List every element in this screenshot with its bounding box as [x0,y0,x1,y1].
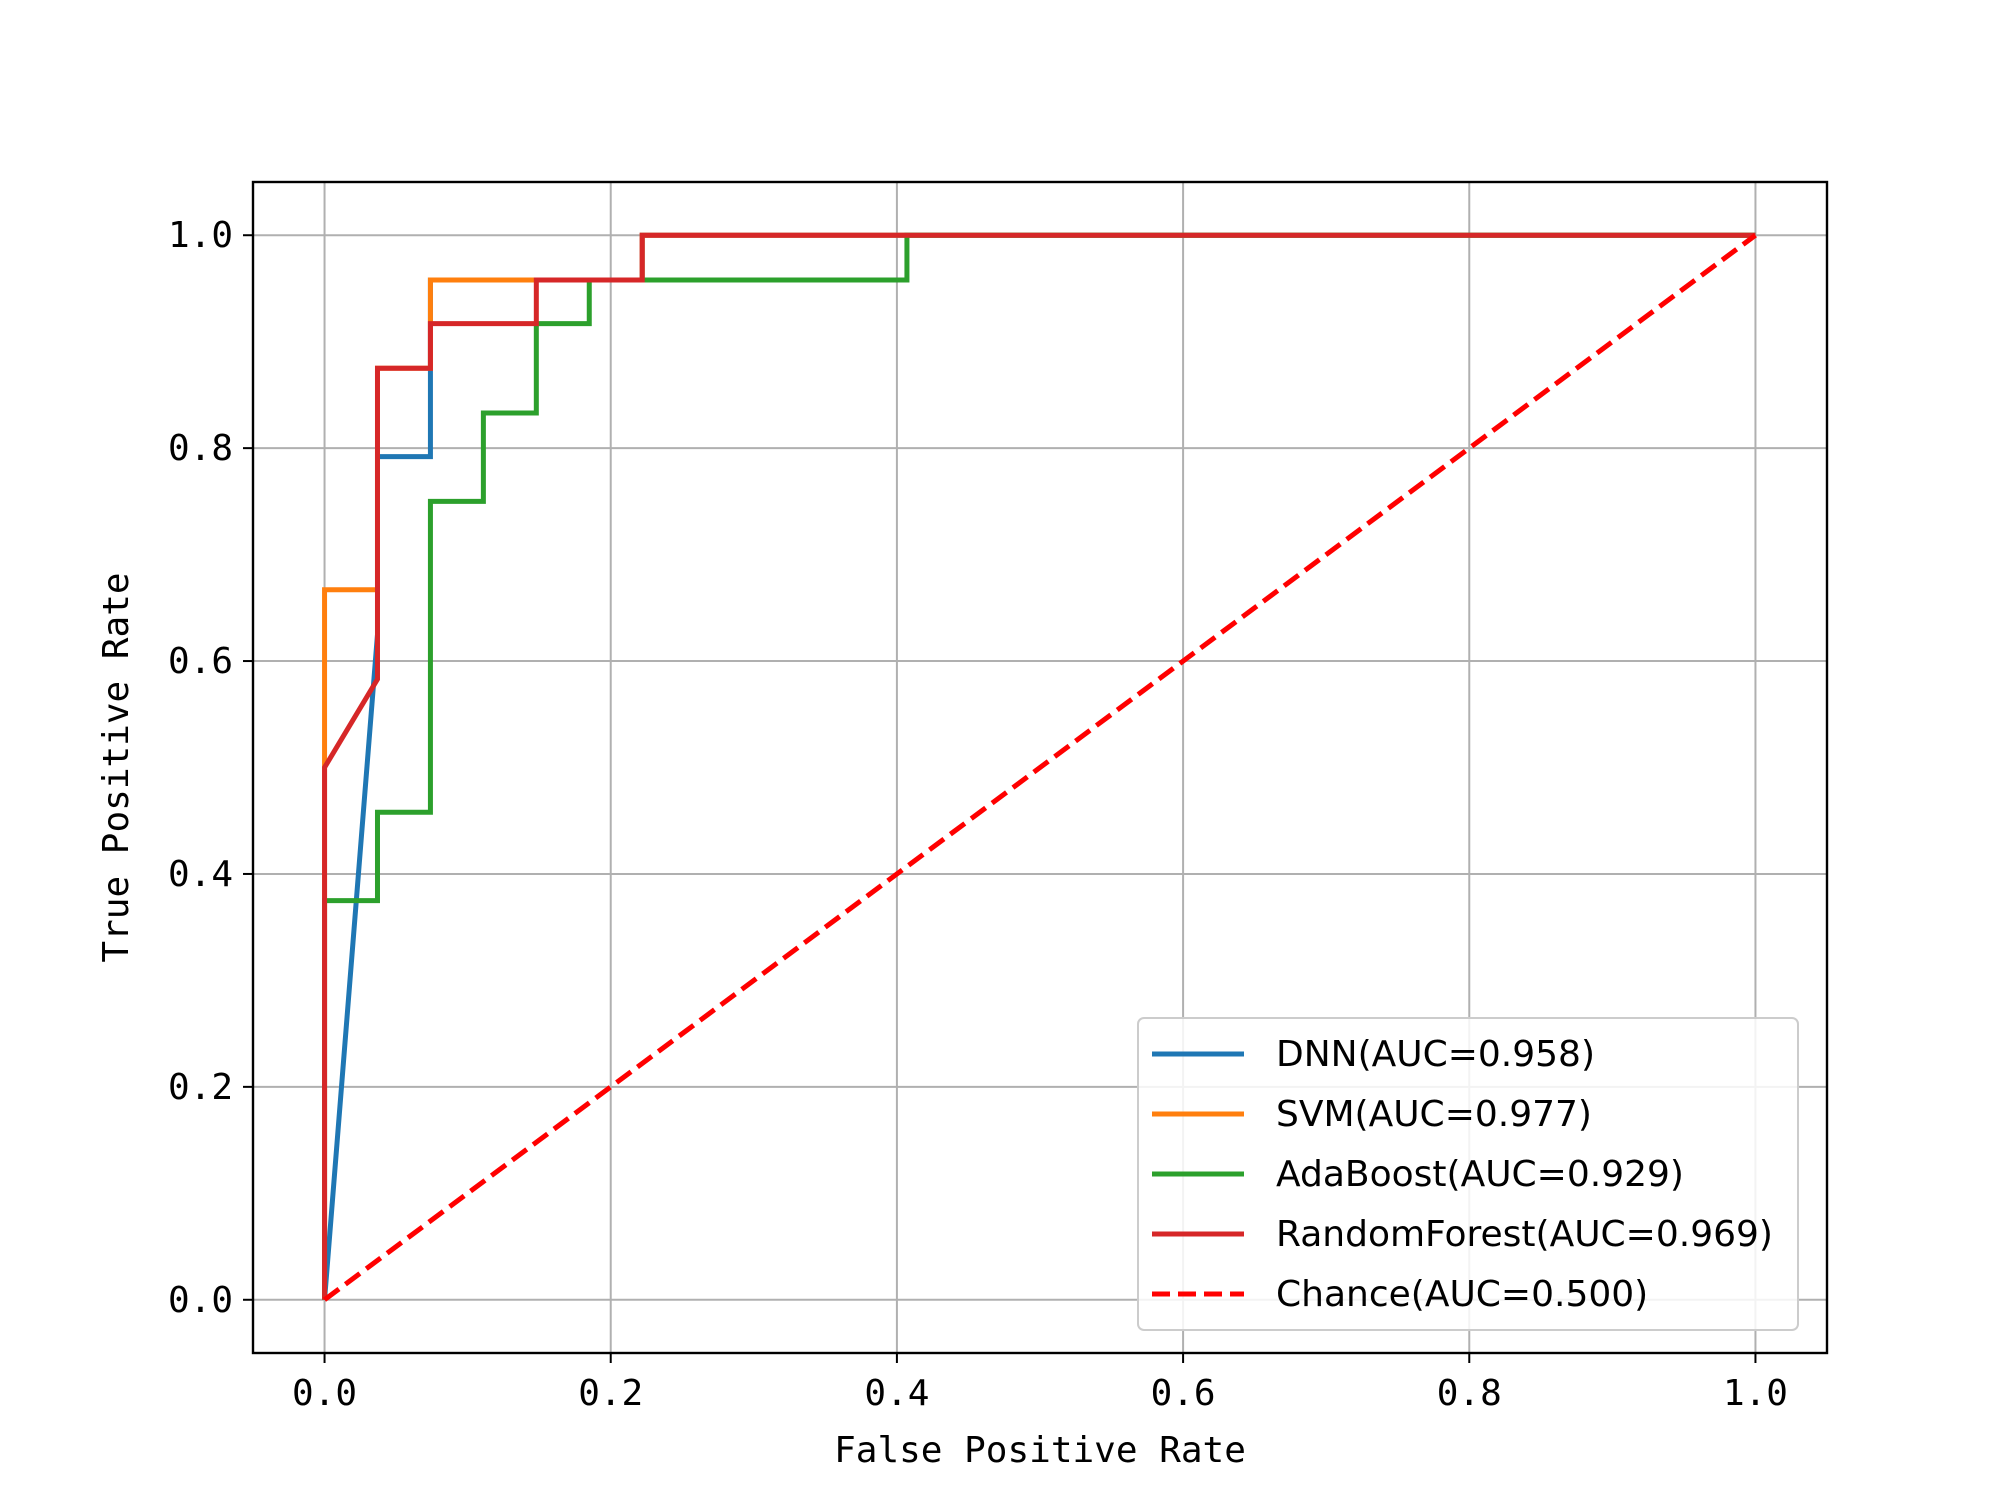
series-line-3 [322,232,1756,1300]
x-tick-label: 0.4 [864,1373,929,1414]
legend-box [1137,1017,1799,1331]
plot-frame [251,180,1829,1355]
x-tick-label: 0.6 [1151,1373,1216,1414]
y-tick-label: 0.4 [168,854,233,895]
legend-label: SVM(AUC=0.977) [1276,1094,1592,1135]
y-tick-label: 0.8 [168,428,233,469]
legend-label: AdaBoost(AUC=0.929) [1276,1154,1684,1195]
y-tick-label: 0.6 [168,641,233,682]
x-axis-label: False Positive Rate [834,1430,1246,1471]
x-tick-label: 0.2 [578,1373,643,1414]
x-tick-label: 0.8 [1437,1373,1502,1414]
series-line-4 [323,233,1757,1302]
legend: DNN(AUC=0.958) SVM(AUC=0.977) AdaBoost(AUC… [1137,1017,1799,1331]
series-line-2 [322,232,1756,1300]
legend-label: Chance(AUC=0.500) [1276,1274,1648,1315]
legend-label: RandomForest(AUC=0.969) [1276,1214,1773,1255]
series-layer [322,232,1757,1302]
grid-layer [253,182,1827,1353]
tick-layer: 0.0 0.2 0.4 0.6 0.8 1.0 0.0 0.2 0.4 0.6 0.8 1.0 [168,215,1788,1414]
legend-label: DNN(AUC=0.958) [1276,1034,1595,1075]
x-tick-label: 1.0 [1723,1373,1788,1414]
y-axis-label: True Positive Rate [96,572,137,962]
y-tick-label: 0.0 [168,1280,233,1321]
y-tick-label: 0.2 [168,1067,233,1108]
y-tick-label: 1.0 [168,215,233,256]
x-tick-label: 0.0 [292,1373,357,1414]
